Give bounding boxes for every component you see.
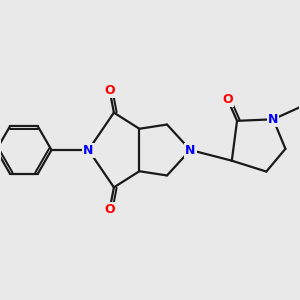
Text: N: N [185, 143, 196, 157]
Text: N: N [83, 143, 94, 157]
Text: O: O [104, 203, 115, 216]
Text: N: N [268, 113, 278, 126]
Text: O: O [104, 84, 115, 97]
Text: O: O [222, 93, 233, 106]
